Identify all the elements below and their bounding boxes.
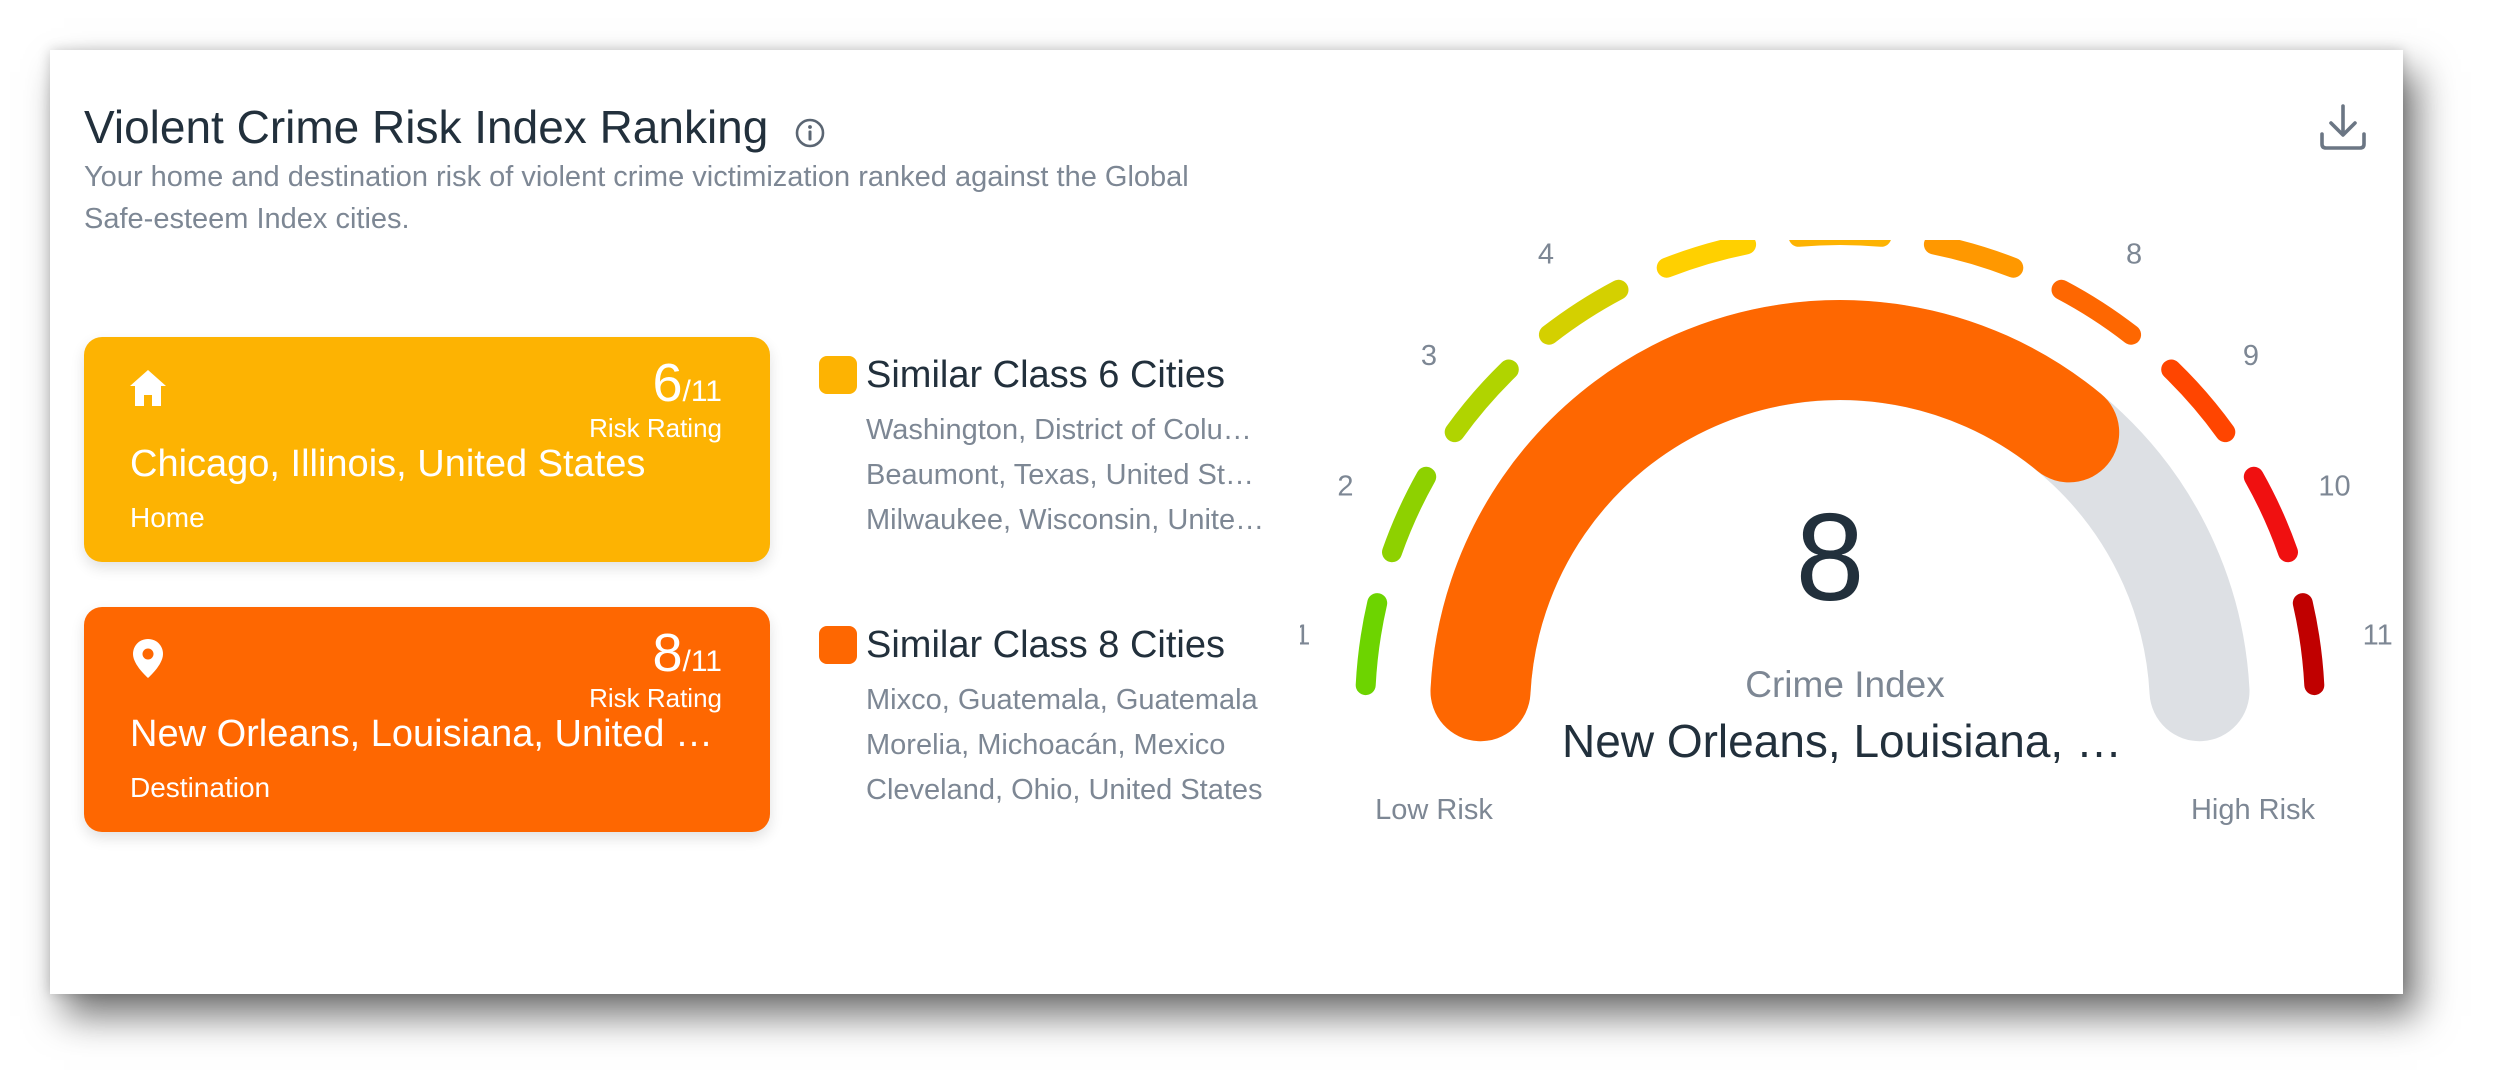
gauge-scale-segment (1656, 240, 1757, 278)
gauge-scale-label: 8 (2126, 240, 2142, 271)
gauge-scale-segment (2051, 279, 2142, 345)
gauge-scale-segment (1538, 279, 1629, 345)
home-risk-score: 6/11 (652, 353, 722, 413)
similar-class-6-title: Similar Class 6 Cities (866, 354, 1225, 396)
gauge-scale-segment (1382, 466, 1437, 563)
class-6-color-swatch (819, 356, 857, 394)
gauge-high-label: High Risk (2191, 794, 2316, 826)
gauge-scale-label: 2 (1337, 471, 1353, 503)
location-pin-icon (133, 639, 163, 678)
crime-index-gauge: 1234567891011 8 Crime Index New Orleans,… (1300, 240, 2393, 826)
home-icon (130, 370, 166, 406)
gauge-scale-label: 1 (1300, 619, 1310, 651)
gauge-caption: Crime Index (1745, 664, 1945, 705)
gauge-low-label: Low Risk (1375, 794, 1493, 826)
destination-risk-card[interactable]: 8/11 Risk Rating New Orleans, Louisiana,… (84, 607, 770, 832)
home-risk-card[interactable]: 6/11 Risk Rating Chicago, Illinois, Unit… (84, 337, 770, 562)
info-icon[interactable] (793, 116, 827, 150)
similar-class-8-title: Similar Class 8 Cities (866, 624, 1225, 666)
class-8-color-swatch (819, 626, 857, 664)
destination-city: New Orleans, Louisiana, United … (130, 713, 713, 755)
gauge-scale-label: 4 (1538, 240, 1554, 271)
gauge-scale-label: 11 (2363, 619, 2393, 651)
gauge-scale-segment (1444, 359, 1519, 443)
gauge-scale: 1234567891011 (1300, 240, 2393, 696)
home-role-label: Home (130, 502, 205, 533)
gauge-scale-segment (1355, 593, 1388, 696)
similar-city-item[interactable]: Washington, District of Colu… (866, 414, 1252, 446)
gauge-scale-segment (2292, 593, 2325, 696)
gauge-scale-segment (1923, 240, 2024, 278)
page-title: Violent Crime Risk Index Ranking (84, 101, 769, 153)
page-subtitle: Your home and destination risk of violen… (84, 161, 1189, 235)
similar-city-item[interactable]: Milwaukee, Wisconsin, Unite… (866, 504, 1265, 536)
similar-city-item[interactable]: Cleveland, Ohio, United States (866, 774, 1263, 806)
gauge-scale-label: 9 (2243, 340, 2259, 372)
similar-city-item[interactable]: Morelia, Michoacán, Mexico (866, 729, 1226, 761)
risk-rating-label: Risk Rating (589, 683, 722, 713)
destination-role-label: Destination (130, 772, 271, 803)
gauge-scale-segment (2243, 466, 2298, 563)
destination-risk-score: 8/11 (652, 623, 722, 683)
gauge-scale-label: 10 (2318, 471, 2350, 503)
gauge-city: New Orleans, Louisiana, … (1562, 715, 2122, 767)
home-city: Chicago, Illinois, United States (130, 443, 646, 485)
risk-rating-label: Risk Rating (589, 413, 722, 443)
similar-city-item[interactable]: Beaumont, Texas, United St… (866, 459, 1254, 491)
gauge-fill (1430, 300, 2120, 742)
gauge-value: 8 (1796, 489, 1865, 627)
gauge-scale-segment (2161, 359, 2236, 443)
gauge-scale-label: 3 (1421, 340, 1437, 372)
similar-city-item[interactable]: Mixco, Guatemala, Guatemala (866, 684, 1258, 716)
download-icon[interactable] (2316, 100, 2370, 154)
